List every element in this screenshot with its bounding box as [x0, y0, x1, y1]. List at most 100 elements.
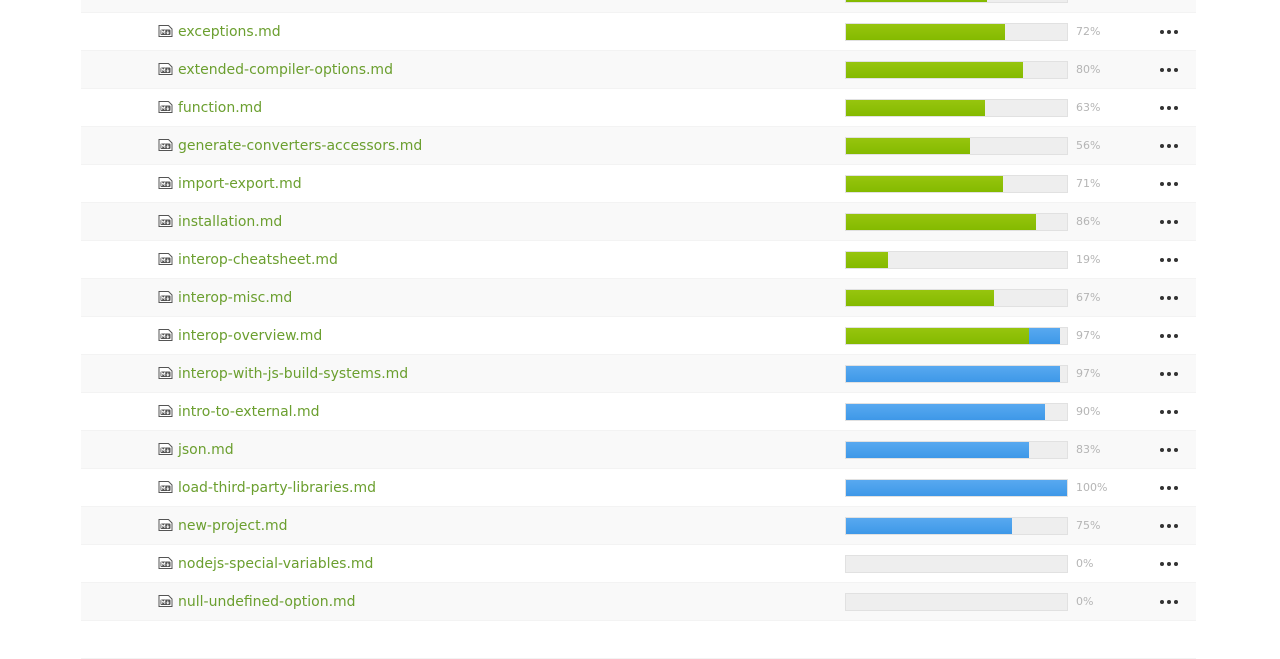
translation-progress-bar: [845, 251, 1068, 269]
dot: [1167, 106, 1171, 110]
more-options-icon[interactable]: [1158, 477, 1180, 499]
markdown-file-icon: [158, 557, 173, 569]
dot: [1167, 144, 1171, 148]
translated-progress-fill: [1029, 328, 1060, 344]
file-list: exceptions.md 72% extended-compiler-opti…: [81, 0, 1196, 659]
translated-progress-fill: [846, 442, 1029, 458]
file-name-link[interactable]: load-third-party-libraries.md: [178, 480, 377, 496]
file-row: intro-to-external.md 90%: [81, 393, 1196, 431]
file-name-link[interactable]: interop-cheatsheet.md: [178, 252, 338, 268]
file-row: load-third-party-libraries.md 100%: [81, 469, 1196, 507]
more-options-icon[interactable]: [1158, 173, 1180, 195]
file-name-link[interactable]: nodejs-special-variables.md: [178, 556, 374, 572]
translation-progress-bar: [845, 593, 1068, 611]
dot: [1174, 258, 1178, 262]
progress-percent: 80%: [1076, 63, 1101, 76]
file-name-link[interactable]: exceptions.md: [178, 24, 281, 40]
progress-percent: 86%: [1076, 215, 1101, 228]
translated-progress-fill: [846, 404, 1045, 420]
dot: [1167, 296, 1171, 300]
progress-percent: 0%: [1076, 595, 1094, 608]
dot: [1174, 68, 1178, 72]
dot: [1174, 106, 1178, 110]
progress-percent: 63%: [1076, 101, 1101, 114]
translation-progress-bar: [845, 517, 1068, 535]
dot: [1160, 258, 1164, 262]
dot: [1167, 562, 1171, 566]
markdown-file-icon: [158, 367, 173, 379]
progress-percent: 100%: [1076, 481, 1108, 494]
translated-progress-fill: [846, 480, 1067, 496]
progress-percent: 0%: [1076, 557, 1094, 570]
dot: [1167, 30, 1171, 34]
file-name-link[interactable]: interop-overview.md: [178, 328, 323, 344]
translated-progress-fill: [846, 366, 1060, 382]
translation-progress-bar: [845, 175, 1068, 193]
dot: [1174, 486, 1178, 490]
translation-progress-bar: [845, 289, 1068, 307]
markdown-file-icon: [158, 329, 173, 341]
more-options-icon[interactable]: [1158, 401, 1180, 423]
approved-progress-fill: [846, 252, 888, 268]
dot: [1160, 600, 1164, 604]
dot: [1167, 258, 1171, 262]
file-row: interop-cheatsheet.md 19%: [81, 241, 1196, 279]
more-options-icon[interactable]: [1158, 439, 1180, 461]
more-options-icon[interactable]: [1158, 97, 1180, 119]
more-options-icon[interactable]: [1158, 21, 1180, 43]
file-name-link[interactable]: null-undefined-option.md: [178, 594, 356, 610]
file-row: installation.md 86%: [81, 203, 1196, 241]
file-row: exceptions.md 72%: [81, 13, 1196, 51]
more-options-icon[interactable]: [1158, 363, 1180, 385]
file-row: interop-misc.md 67%: [81, 279, 1196, 317]
markdown-file-icon: [158, 101, 173, 113]
markdown-file-icon: [158, 443, 173, 455]
translation-progress-bar: [845, 0, 1068, 3]
file-name-link[interactable]: installation.md: [178, 214, 283, 230]
more-options-icon[interactable]: [1158, 249, 1180, 271]
translated-progress-fill: [846, 518, 1012, 534]
file-name-link[interactable]: function.md: [178, 100, 263, 116]
progress-percent: 83%: [1076, 443, 1101, 456]
dot: [1160, 106, 1164, 110]
file-name-link[interactable]: new-project.md: [178, 518, 288, 534]
markdown-file-icon: [158, 139, 173, 151]
progress-percent: 75%: [1076, 519, 1101, 532]
dot: [1160, 182, 1164, 186]
more-options-icon[interactable]: [1158, 553, 1180, 575]
more-options-icon[interactable]: [1158, 591, 1180, 613]
file-name-link[interactable]: interop-with-js-build-systems.md: [178, 366, 409, 382]
dot: [1167, 220, 1171, 224]
progress-percent: 71%: [1076, 177, 1101, 190]
more-options-icon[interactable]: [1158, 515, 1180, 537]
dot: [1160, 448, 1164, 452]
more-options-icon[interactable]: [1158, 59, 1180, 81]
more-options-icon[interactable]: [1158, 287, 1180, 309]
approved-progress-fill: [846, 62, 1023, 78]
translation-progress-bar: [845, 61, 1068, 79]
file-row: nodejs-special-variables.md 0%: [81, 545, 1196, 583]
file-row: new-project.md 75%: [81, 507, 1196, 545]
more-options-icon[interactable]: [1158, 135, 1180, 157]
approved-progress-fill: [846, 0, 987, 2]
approved-progress-fill: [846, 24, 1005, 40]
dot: [1167, 334, 1171, 338]
dot: [1167, 524, 1171, 528]
progress-percent: 56%: [1076, 139, 1101, 152]
translation-progress-bar: [845, 403, 1068, 421]
approved-progress-fill: [846, 214, 1036, 230]
markdown-file-icon: [158, 405, 173, 417]
more-options-icon[interactable]: [1158, 211, 1180, 233]
file-name-link[interactable]: extended-compiler-options.md: [178, 62, 393, 78]
file-name-link[interactable]: import-export.md: [178, 176, 302, 192]
dot: [1160, 562, 1164, 566]
file-name-link[interactable]: generate-converters-accessors.md: [178, 138, 423, 154]
more-options-icon[interactable]: [1158, 325, 1180, 347]
progress-percent: 67%: [1076, 291, 1101, 304]
file-name-link[interactable]: json.md: [178, 442, 234, 458]
file-name-link[interactable]: intro-to-external.md: [178, 404, 320, 420]
markdown-file-icon: [158, 481, 173, 493]
approved-progress-fill: [846, 290, 994, 306]
file-row: interop-with-js-build-systems.md 97%: [81, 355, 1196, 393]
file-name-link[interactable]: interop-misc.md: [178, 290, 293, 306]
